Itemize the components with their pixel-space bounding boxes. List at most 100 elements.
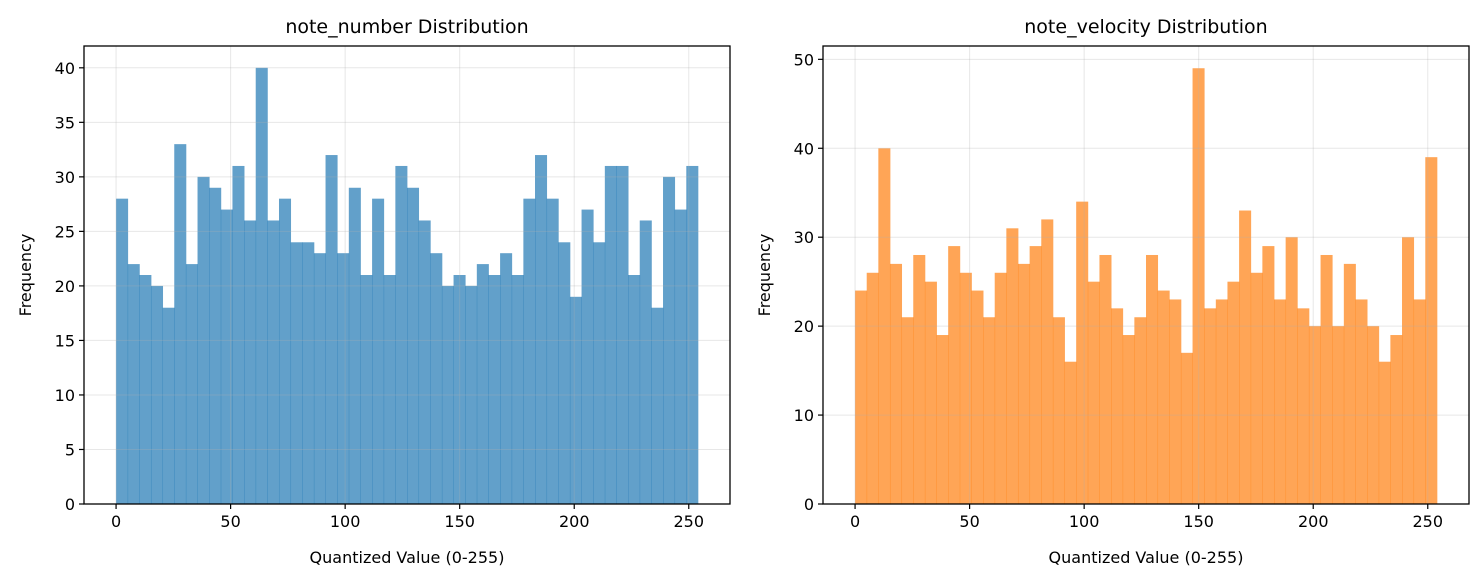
y-tick-label: 50 (794, 50, 814, 69)
histogram-bar (313, 253, 326, 504)
histogram-bar (465, 285, 478, 504)
x-tick-label: 250 (1412, 512, 1443, 531)
histogram-bar (220, 209, 233, 505)
histogram-bar (325, 155, 338, 505)
x-tick-label: 100 (1069, 512, 1100, 531)
chart-title: note_number Distribution (285, 16, 528, 38)
x-tick-label: 0 (111, 512, 121, 531)
histogram-bar (663, 176, 676, 504)
x-tick-label: 250 (673, 512, 704, 531)
histogram-bar (1355, 299, 1368, 504)
histogram-bar (1378, 361, 1391, 504)
histogram-bar (983, 317, 996, 504)
histogram-bar (1402, 237, 1415, 504)
y-tick-label: 0 (65, 495, 75, 514)
histogram-bar (1227, 281, 1240, 504)
histogram-bar (209, 187, 222, 504)
y-tick-label: 20 (794, 317, 814, 336)
histogram-bar (407, 187, 420, 504)
histogram-bar (1134, 317, 1147, 504)
histogram-bar (866, 272, 879, 504)
histogram-bar (1343, 263, 1356, 504)
y-axis-label: Frequency (755, 234, 774, 317)
x-axis-label: Quantized Value (0-255) (1049, 548, 1244, 567)
histogram-bar (185, 264, 198, 504)
chart-title: note_velocity Distribution (1024, 16, 1267, 38)
histogram-bar (674, 209, 687, 505)
histogram-bar (1285, 237, 1298, 504)
histogram-bar (959, 272, 972, 504)
histogram-bar (139, 275, 152, 504)
histogram-bar (535, 155, 548, 505)
histogram-bar (878, 148, 891, 504)
histogram-bar (476, 264, 489, 504)
histogram-bar (581, 209, 594, 505)
x-tick-label: 150 (444, 512, 475, 531)
histogram-bar (994, 272, 1007, 504)
y-tick-label: 40 (55, 59, 75, 78)
histogram-bar (360, 275, 373, 504)
histogram-bar (1087, 281, 1100, 504)
histogram-bar (1262, 246, 1275, 504)
histogram-bar (430, 253, 443, 504)
histogram-bar (569, 296, 582, 504)
histogram-bar (232, 165, 245, 504)
histogram-bar (651, 307, 664, 504)
chart-note-number: note_number Distribution 0 50 100 150 200 250… (16, 16, 731, 567)
x-tick-label: 50 (959, 512, 979, 531)
y-ticks: 0 5 10 15 20 25 30 35 40 (55, 59, 84, 514)
y-tick-label: 10 (794, 406, 814, 425)
histogram-bar (924, 281, 937, 504)
chart-note-velocity: note_velocity Distribution 0 50 100 150 200 2… (755, 16, 1470, 567)
histogram-bar (1239, 210, 1252, 504)
histogram-bar (162, 307, 175, 504)
histogram-bar (913, 254, 926, 504)
histogram-bar (1169, 299, 1182, 504)
histogram-bar (116, 198, 129, 504)
histogram-bar (523, 198, 536, 504)
histogram-bar (302, 242, 315, 505)
axes-frame (822, 45, 1470, 505)
histogram-bar (1076, 201, 1089, 504)
histogram-bar (1308, 326, 1321, 504)
histogram-bar (337, 253, 350, 504)
grid (84, 46, 730, 505)
histogram-bar (453, 275, 466, 504)
y-tick-label: 15 (55, 331, 75, 350)
histogram-bar (628, 275, 641, 504)
histogram-bar (558, 242, 571, 505)
x-tick-label: 100 (330, 512, 361, 531)
histogram-bar (150, 285, 164, 504)
y-ticks: 0 10 20 30 40 50 (794, 50, 823, 514)
histogram-bar (855, 290, 868, 504)
histogram-bar (1367, 326, 1380, 504)
histogram-bar (1146, 254, 1159, 504)
histogram-bar (1017, 263, 1031, 504)
y-axis-label: Frequency (16, 234, 35, 317)
x-tick-label: 50 (220, 512, 240, 531)
x-ticks: 0 50 100 150 200 250 (111, 504, 704, 531)
y-tick-label: 40 (794, 139, 814, 158)
histogram-bar (1111, 308, 1124, 504)
histogram-bar (948, 246, 961, 504)
histogram-bar (267, 220, 280, 504)
histogram-bar (1332, 326, 1345, 504)
histogram-bar (1064, 361, 1077, 504)
bars (855, 68, 1438, 505)
histogram-bar (441, 285, 454, 504)
y-tick-label: 30 (794, 228, 814, 247)
histogram-bar (127, 264, 140, 504)
histogram-bar (197, 176, 210, 504)
histogram-bar (1250, 272, 1263, 504)
y-tick-label: 25 (55, 222, 75, 241)
histogram-bar (971, 290, 984, 504)
histogram-bar (616, 165, 629, 504)
histogram-bar (936, 335, 949, 504)
y-tick-label: 0 (804, 495, 814, 514)
histogram-bar (395, 165, 408, 504)
y-tick-label: 35 (55, 113, 75, 132)
histogram-bar (593, 242, 606, 505)
histogram-bar (1006, 228, 1019, 505)
histogram-bar (546, 198, 559, 504)
histogram-bar (1122, 335, 1135, 504)
